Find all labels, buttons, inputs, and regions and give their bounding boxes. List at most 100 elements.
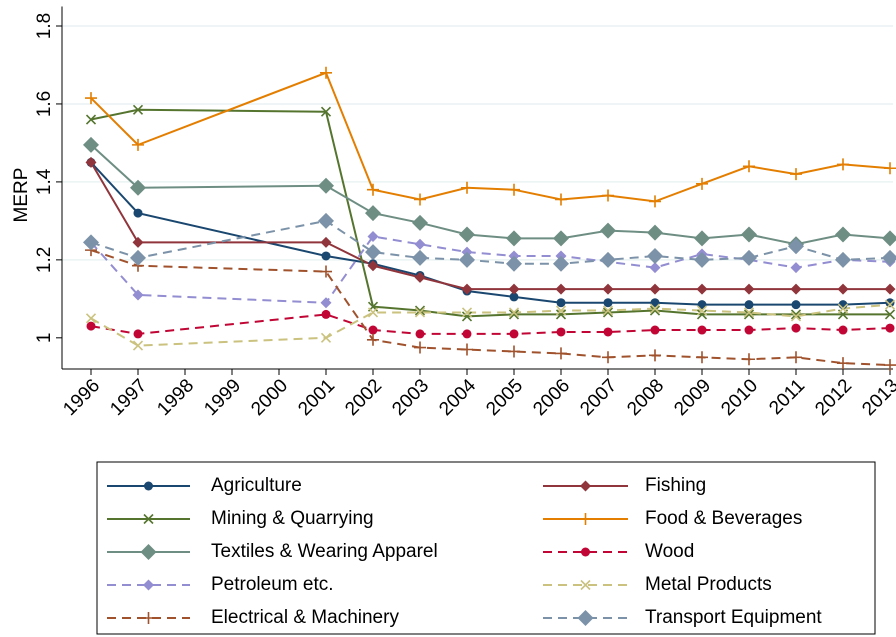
point	[414, 307, 426, 318]
y-axis-label: MERP	[11, 168, 32, 223]
series-line	[90, 249, 891, 367]
legend-label: Wood	[645, 541, 694, 562]
point	[506, 255, 522, 272]
point	[320, 66, 332, 79]
point	[133, 208, 143, 218]
point	[741, 226, 757, 243]
legend-marker	[580, 480, 591, 492]
point	[791, 323, 801, 333]
point	[320, 236, 332, 248]
point	[837, 283, 849, 295]
legend-label: Metal Products	[645, 574, 772, 595]
point	[130, 249, 146, 266]
point	[321, 251, 331, 261]
point	[459, 251, 475, 268]
point	[459, 226, 475, 243]
y-tick-label: 1.8	[34, 13, 55, 39]
point	[884, 283, 896, 295]
point	[788, 238, 804, 255]
legend-label: Transport Equipment	[645, 607, 822, 628]
point	[743, 160, 755, 173]
point	[508, 283, 520, 295]
point	[696, 305, 708, 316]
point	[790, 311, 802, 322]
point	[414, 193, 426, 206]
point	[603, 298, 613, 308]
legend-label: Electrical & Machinery	[211, 607, 399, 628]
point	[462, 329, 472, 339]
legend-label: Petroleum etc.	[211, 574, 334, 595]
legend-label: Fishing	[645, 475, 706, 496]
point	[790, 262, 802, 274]
point	[696, 283, 708, 295]
point	[884, 359, 896, 372]
point	[744, 300, 754, 310]
point	[318, 177, 334, 194]
point	[882, 249, 896, 266]
point	[553, 230, 569, 247]
point	[555, 305, 567, 316]
point	[508, 345, 520, 358]
point	[697, 300, 707, 310]
series-line	[90, 313, 891, 335]
point	[743, 309, 755, 320]
point	[85, 156, 97, 168]
point	[697, 325, 707, 335]
point	[741, 249, 757, 266]
point	[130, 179, 146, 196]
point	[132, 104, 144, 115]
point	[365, 244, 381, 261]
y-tick-label: 1.2	[34, 247, 55, 273]
point	[132, 340, 144, 351]
point	[649, 303, 661, 314]
point	[367, 333, 379, 346]
legend-marker	[579, 513, 592, 525]
point	[882, 230, 896, 247]
point	[367, 260, 379, 272]
legend-label: Textiles & Wearing Apparel	[211, 541, 438, 562]
point	[555, 193, 567, 206]
point	[790, 351, 802, 364]
point	[556, 298, 566, 308]
point	[790, 309, 802, 320]
legend-box	[96, 461, 876, 635]
point	[835, 226, 851, 243]
point	[320, 332, 332, 343]
point	[414, 305, 426, 316]
point	[368, 325, 378, 335]
point	[367, 307, 379, 318]
point	[508, 309, 520, 320]
point	[321, 309, 331, 319]
point	[132, 289, 144, 301]
point	[509, 292, 519, 302]
point	[365, 205, 381, 222]
point	[367, 230, 379, 242]
point	[837, 357, 849, 370]
point	[320, 265, 332, 278]
point	[885, 298, 895, 308]
point	[602, 189, 614, 202]
point	[694, 251, 710, 268]
point	[555, 309, 567, 320]
point	[743, 353, 755, 366]
point	[85, 92, 97, 105]
point	[367, 183, 379, 196]
point	[506, 230, 522, 247]
point	[600, 251, 616, 268]
point	[509, 329, 519, 339]
point	[650, 325, 660, 335]
point	[649, 283, 661, 295]
point	[508, 307, 520, 318]
legend-label: Mining & Quarrying	[211, 508, 374, 529]
point	[884, 309, 896, 320]
point	[743, 307, 755, 318]
legend-marker	[142, 612, 155, 624]
point	[86, 321, 96, 331]
point	[318, 212, 334, 229]
point	[415, 329, 425, 339]
point	[320, 106, 332, 117]
point	[132, 138, 144, 151]
point	[649, 305, 661, 316]
legend-marker	[580, 579, 591, 591]
